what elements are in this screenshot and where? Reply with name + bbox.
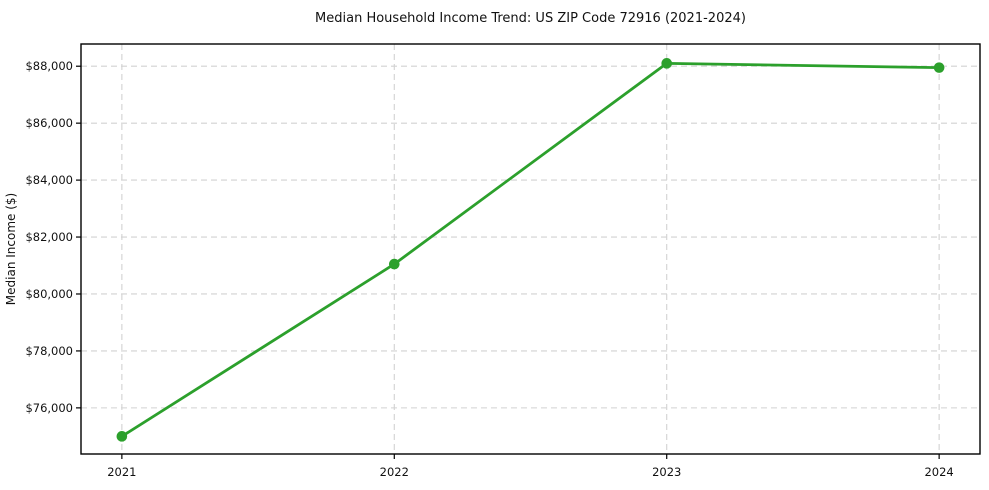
data-point-2021 bbox=[116, 431, 128, 442]
y-tick-label: $80,000 bbox=[25, 287, 73, 301]
y-tick-label: $76,000 bbox=[25, 401, 73, 415]
data-point-2023 bbox=[661, 58, 673, 69]
plot-border bbox=[80, 43, 981, 455]
y-tick-label: $86,000 bbox=[25, 116, 73, 130]
y-tick-label: $88,000 bbox=[25, 59, 73, 73]
x-tick-label: 2023 bbox=[652, 465, 681, 479]
y-tick-label: $84,000 bbox=[25, 173, 73, 187]
x-tick-label: 2021 bbox=[107, 465, 136, 479]
data-point-2024 bbox=[933, 62, 945, 73]
y-tick-label: $82,000 bbox=[25, 230, 73, 244]
chart-title: Median Household Income Trend: US ZIP Co… bbox=[315, 11, 746, 26]
y-axis-label: Median Income ($) bbox=[4, 193, 18, 305]
x-tick-label: 2024 bbox=[924, 465, 953, 479]
x-tick-label: 2022 bbox=[380, 465, 409, 479]
data-point-2022 bbox=[388, 258, 400, 270]
income-trend-line bbox=[120, 61, 941, 438]
y-tick-label: $78,000 bbox=[25, 344, 73, 358]
